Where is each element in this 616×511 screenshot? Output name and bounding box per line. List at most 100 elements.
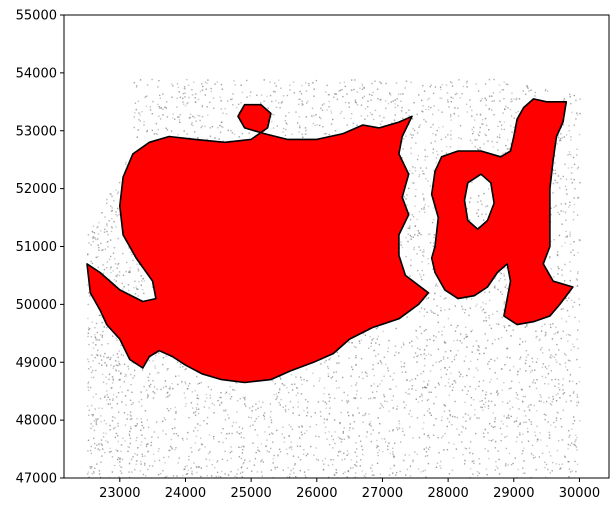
background-point — [508, 148, 511, 150]
background-point — [422, 172, 424, 175]
background-point — [270, 447, 272, 450]
background-point — [100, 461, 102, 463]
background-point — [565, 297, 567, 300]
background-point — [148, 465, 151, 467]
background-point — [400, 244, 403, 246]
background-point — [453, 113, 456, 115]
background-point — [428, 412, 431, 414]
background-point — [565, 219, 567, 221]
background-point — [354, 101, 357, 103]
background-point — [481, 310, 483, 312]
background-point — [162, 93, 164, 95]
background-point — [240, 446, 242, 448]
background-point — [465, 298, 468, 300]
background-point — [147, 451, 149, 453]
background-point — [368, 93, 371, 96]
background-point — [353, 421, 356, 423]
background-point — [216, 460, 219, 462]
background-point — [443, 449, 445, 451]
background-point — [285, 448, 288, 450]
background-point — [445, 152, 448, 154]
background-point — [534, 431, 536, 433]
background-point — [249, 460, 251, 462]
background-point — [172, 387, 174, 390]
background-point — [469, 99, 471, 101]
background-point — [97, 233, 100, 235]
background-point — [403, 459, 405, 462]
background-point — [177, 116, 179, 118]
background-point — [466, 111, 469, 113]
background-point — [338, 386, 340, 389]
background-point — [451, 469, 454, 471]
background-point — [116, 353, 119, 355]
background-point — [279, 376, 281, 378]
background-point — [461, 425, 464, 427]
background-point — [537, 439, 539, 441]
background-point — [106, 390, 108, 392]
background-point — [516, 417, 518, 419]
background-point — [400, 93, 402, 95]
background-point — [507, 414, 510, 416]
background-point — [556, 361, 558, 363]
background-point — [423, 422, 425, 424]
background-point — [576, 436, 578, 439]
background-point — [559, 138, 562, 140]
background-point — [282, 426, 284, 428]
background-point — [497, 450, 499, 452]
background-point — [106, 223, 108, 225]
background-point — [93, 472, 95, 474]
background-point — [354, 99, 357, 101]
background-point — [497, 392, 499, 395]
background-point — [433, 218, 435, 221]
background-point — [352, 467, 354, 469]
background-point — [343, 391, 345, 394]
background-point — [496, 390, 498, 392]
background-point — [392, 379, 394, 381]
background-point — [151, 286, 154, 288]
background-point — [530, 423, 533, 425]
background-point — [278, 391, 280, 394]
background-point — [561, 439, 564, 441]
background-point — [98, 222, 100, 224]
background-point — [499, 278, 502, 280]
background-point — [482, 390, 484, 392]
background-point — [146, 95, 148, 97]
background-point — [90, 427, 92, 430]
background-point — [299, 98, 301, 101]
background-point — [127, 389, 129, 392]
background-point — [423, 349, 426, 351]
background-point — [564, 185, 567, 187]
background-point — [555, 205, 557, 207]
background-point — [411, 214, 414, 216]
background-point — [331, 435, 333, 437]
background-point — [484, 347, 487, 349]
background-point — [460, 138, 462, 140]
background-point — [443, 340, 446, 343]
background-point — [535, 469, 537, 471]
background-point — [206, 106, 208, 108]
background-point — [87, 389, 90, 392]
background-point — [426, 455, 429, 457]
background-point — [226, 459, 228, 462]
background-point — [442, 126, 444, 128]
background-point — [485, 303, 487, 305]
background-point — [573, 443, 575, 446]
background-point — [324, 457, 326, 460]
background-point — [412, 236, 414, 238]
background-point — [572, 249, 574, 251]
background-point — [417, 269, 419, 272]
background-point — [196, 375, 198, 378]
background-point — [415, 336, 418, 338]
background-point — [149, 383, 152, 386]
background-point — [358, 435, 360, 437]
background-point — [517, 110, 519, 113]
background-point — [494, 418, 496, 420]
background-point — [433, 105, 435, 107]
background-point — [97, 226, 99, 228]
background-point — [500, 420, 503, 422]
background-point — [374, 355, 377, 357]
background-point — [120, 450, 122, 453]
background-point — [315, 435, 317, 437]
background-point — [553, 421, 555, 424]
background-point — [361, 88, 364, 90]
